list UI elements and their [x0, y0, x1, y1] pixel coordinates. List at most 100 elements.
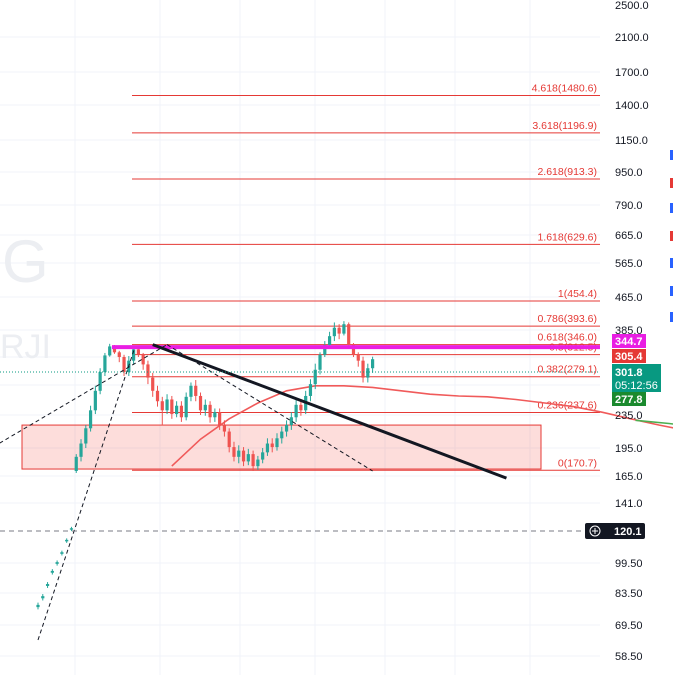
side-marker [670, 312, 673, 322]
candle-body [356, 354, 360, 361]
candle-body [170, 399, 174, 415]
candle-body [112, 346, 117, 353]
candle-body [213, 412, 217, 418]
side-marker [670, 178, 673, 188]
chart-grid [0, 0, 600, 675]
candle-body [141, 354, 145, 365]
candle-body [103, 355, 107, 373]
fib-level-label: 0.786(393.6) [537, 313, 597, 325]
price-axis[interactable]: 2500.0 2100.0 1700.0 1400.0 1150.0 950.0 790.0… [615, 0, 649, 663]
candle-body [117, 352, 121, 357]
price-axis-tick: 565.0 [615, 258, 643, 270]
fib-level-label: 0.618(346.0) [537, 332, 597, 344]
ma-price-tag-bg [612, 392, 646, 406]
symbol-watermark: G [2, 228, 49, 295]
candle-body [93, 390, 97, 411]
candle-body [308, 384, 313, 396]
crosshair-price-tag: 120.1 [614, 526, 642, 538]
add-alert-icon[interactable] [589, 525, 601, 537]
fib-level-label: 0(170.7) [558, 457, 597, 469]
moving-average-line [171, 384, 673, 467]
high-price-tag: 305.4 [615, 351, 643, 363]
candle-body [65, 539, 69, 542]
dashed-trend-line[interactable] [0, 344, 168, 646]
fib-level-label: 0.382(279.1) [537, 364, 597, 376]
moving-average-layer [171, 384, 673, 467]
side-marker [670, 203, 673, 213]
last-price-tag-bg [612, 364, 661, 392]
candle-body [136, 349, 140, 355]
ma-price-tag: 277.8 [615, 394, 643, 406]
fib-level-label: 3.618(1196.9) [532, 120, 597, 132]
price-axis-tick: 99.50 [615, 558, 643, 570]
candle-body [41, 596, 45, 599]
candle-body [342, 324, 346, 334]
candle-body [45, 584, 50, 586]
candle-body [189, 385, 193, 397]
candle-body [313, 369, 317, 385]
candle-body [275, 438, 279, 448]
candle-body [265, 443, 270, 453]
candle-body [337, 327, 341, 334]
candle-body [323, 345, 327, 355]
fib-level-label: 2.618(913.3) [537, 166, 597, 178]
rising-dashed-line[interactable] [37, 349, 135, 641]
candle-body [198, 395, 203, 411]
price-axis-tick: 665.0 [615, 230, 643, 242]
downtrend-line[interactable] [152, 343, 507, 480]
candle-body [218, 412, 222, 426]
candle-body [332, 327, 336, 337]
candle-body [88, 410, 93, 429]
candlestick-series [36, 321, 375, 610]
candle-body [160, 401, 164, 411]
candle-body [361, 360, 365, 378]
price-axis-tick: 235.0 [615, 410, 643, 422]
candle-body [347, 324, 351, 345]
candle-body [122, 357, 126, 373]
candle-body [146, 364, 150, 378]
candle-body [318, 354, 322, 370]
candle-body [151, 377, 155, 391]
candle-body [175, 405, 179, 415]
side-marker [670, 286, 673, 296]
candle-body [227, 431, 231, 448]
side-marker [670, 150, 673, 160]
candle-body [371, 359, 375, 369]
candle-body [284, 425, 289, 432]
candle-body [184, 396, 188, 418]
candle-body [194, 385, 198, 396]
candle-body [261, 452, 265, 460]
dashed-trend-line[interactable] [166, 344, 373, 472]
resistance-price-tag: 344.7 [615, 336, 643, 348]
price-axis-tick: 69.50 [615, 620, 643, 632]
candle-body [60, 552, 64, 554]
fib-level-label: 4.618(1480.6) [532, 82, 597, 94]
price-axis-tick: 195.0 [615, 443, 643, 455]
crosshair-tag-bg [585, 523, 645, 539]
candle-body [69, 528, 74, 530]
candle-body [108, 346, 112, 356]
candle-body [208, 404, 212, 418]
candle-body [246, 454, 250, 462]
price-axis-tick: 58.50 [615, 651, 643, 663]
trendline-layer[interactable] [0, 343, 600, 646]
candle-body [203, 404, 207, 411]
fibonacci-extension[interactable]: 4.618(1480.6) 3.618(1196.9) 2.618(913.3) 1.… [132, 82, 600, 471]
candle-body [327, 336, 332, 345]
price-axis-tick: 1400.0 [615, 100, 649, 112]
side-markers [670, 150, 673, 322]
candle-body [132, 349, 136, 361]
candle-body [79, 443, 83, 457]
candle-body [251, 454, 255, 467]
price-axis-tick: 83.50 [615, 588, 643, 600]
price-axis-tick: 2500.0 [615, 0, 649, 12]
price-axis-tick: 950.0 [615, 167, 643, 179]
candle-body [98, 372, 102, 391]
candle-body [289, 417, 293, 426]
price-axis-tick: 141.0 [615, 498, 643, 510]
last-price-tag: 301.8 [615, 367, 643, 379]
high-price-tag-bg [612, 349, 646, 363]
candle-body [280, 431, 284, 439]
candle-body [74, 456, 78, 471]
